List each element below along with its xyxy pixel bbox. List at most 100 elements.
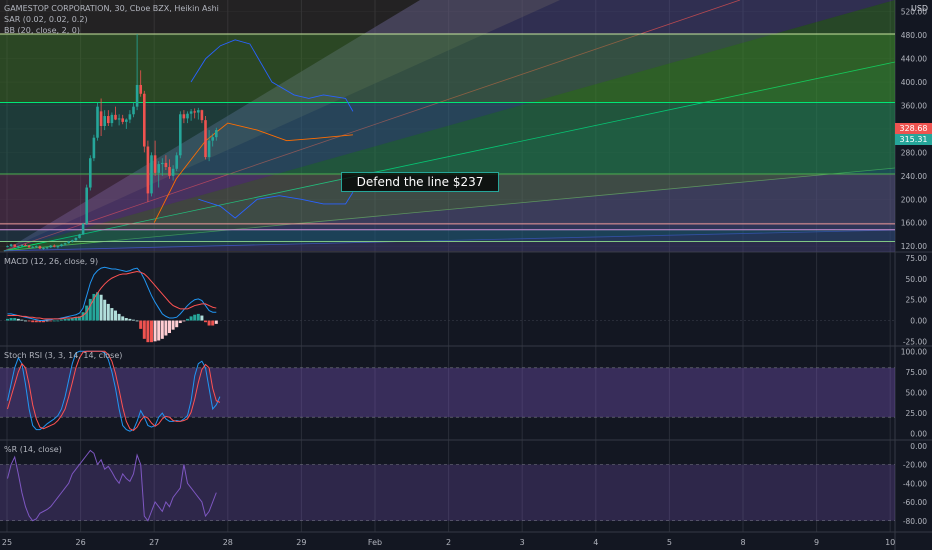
- candle-body: [132, 106, 135, 115]
- time-tick-label: 5: [667, 538, 672, 547]
- candle-body: [56, 246, 60, 248]
- price-tick-label: 400.00: [901, 78, 927, 87]
- time-tick-label: 8: [740, 538, 745, 547]
- macd-histogram-bar: [52, 320, 56, 322]
- sar-legend: SAR (0.02, 0.02, 0.2): [4, 15, 88, 24]
- fan-zone: [3, 0, 895, 251]
- macd-histogram-bar: [6, 318, 9, 321]
- macd-histogram-bar: [103, 299, 107, 321]
- macd-histogram-bar: [117, 313, 121, 321]
- macd-histogram-bar: [92, 293, 96, 321]
- macd-histogram-bar: [20, 319, 24, 321]
- macd-histogram-bar: [193, 314, 197, 321]
- last-price-tag-red: 328.68: [895, 123, 932, 134]
- macd-histogram-bar: [214, 320, 218, 324]
- candle-body: [197, 110, 200, 113]
- macd-histogram-bar: [171, 320, 175, 330]
- candle-body: [186, 113, 189, 119]
- price-pane[interactable]: [0, 0, 895, 252]
- time-tick-label: 3: [520, 538, 525, 547]
- macd-histogram-bar: [49, 320, 53, 322]
- macd-histogram-bar: [124, 318, 128, 321]
- indicator-tick-label: 0.00: [910, 317, 927, 326]
- candle-body: [204, 120, 207, 158]
- candle-body: [150, 155, 153, 194]
- indicator-tick-label: 75.00: [906, 254, 928, 263]
- indicator-tick-label: 50.00: [906, 275, 928, 284]
- macd-histogram-bar: [88, 298, 92, 321]
- candle-body: [60, 244, 63, 247]
- time-tick-label: 25: [2, 538, 12, 547]
- candle-body: [175, 155, 178, 169]
- candle-body: [31, 246, 34, 248]
- stoch-rsi-legend: Stoch RSI (3, 3, 14, 14, close): [4, 351, 123, 360]
- time-tick-label: 2: [446, 538, 451, 547]
- macd-histogram-bar: [168, 320, 171, 334]
- candle-body: [182, 114, 186, 119]
- macd-histogram-bar: [74, 317, 78, 321]
- indicator-tick-label: 50.00: [906, 389, 928, 398]
- fan-line: [3, 0, 741, 252]
- macd-histogram-bar: [81, 312, 85, 321]
- macd-histogram-bar: [38, 320, 42, 323]
- indicator-tick-label: -40.00: [903, 479, 927, 488]
- candle-body: [189, 111, 193, 114]
- willr-band: [0, 464, 895, 521]
- stoch-d-line: [7, 350, 221, 431]
- indicator-panes[interactable]: [0, 266, 895, 522]
- time-tick-label: 9: [814, 538, 819, 547]
- candle-body: [89, 158, 92, 188]
- macd-histogram-bar: [135, 320, 139, 322]
- fan-line: [3, 229, 895, 252]
- candle-body: [125, 119, 128, 122]
- macd-histogram-bar: [175, 320, 179, 328]
- candle-body: [99, 111, 103, 126]
- candle-body: [168, 167, 171, 176]
- candle-body: [96, 106, 99, 138]
- candle-body: [135, 84, 139, 107]
- candle-body: [139, 84, 142, 94]
- bb-basis-line: [153, 122, 353, 223]
- candle-body: [81, 223, 85, 235]
- candle-body: [92, 137, 96, 159]
- macd-histogram-bar: [60, 319, 63, 321]
- macd-histogram-bar: [96, 292, 99, 321]
- candle-body: [114, 114, 117, 120]
- candle-body: [9, 244, 13, 247]
- candle-body: [49, 245, 52, 248]
- time-tick-label: Feb: [368, 538, 382, 547]
- candle-body: [63, 243, 67, 245]
- candle-body: [53, 245, 56, 247]
- candle-body: [67, 241, 70, 244]
- macd-histogram-bar: [139, 320, 143, 329]
- level-band: [0, 223, 895, 230]
- defend-line-annotation[interactable]: Defend the line $237: [341, 172, 499, 192]
- indicator-tick-label: 75.00: [906, 368, 928, 377]
- macd-histogram-bar: [42, 320, 45, 323]
- time-tick-label: 10: [885, 538, 895, 547]
- macd-histogram-bar: [189, 316, 193, 321]
- candle-body: [35, 246, 38, 248]
- macd-histogram-bar: [78, 316, 81, 321]
- macd-histogram-bar: [27, 320, 31, 322]
- signal-line: [7, 270, 217, 320]
- candle-body: [207, 140, 211, 158]
- bb-lower-line: [198, 191, 354, 219]
- price-tick-label: 280.00: [901, 148, 927, 157]
- candle-body: [157, 164, 160, 173]
- price-tick-label: 120.00: [901, 242, 927, 251]
- macd-histogram-bar: [45, 320, 49, 322]
- indicator-tick-label: -25.00: [903, 337, 927, 346]
- candle-body: [24, 244, 27, 246]
- time-tick-label: 28: [223, 538, 233, 547]
- time-tick-label: 26: [76, 538, 86, 547]
- macd-histogram-bar: [178, 320, 182, 324]
- macd-histogram-bar: [31, 320, 35, 323]
- macd-histogram-bar: [63, 318, 67, 321]
- willr-line: [7, 449, 217, 522]
- macd-histogram-bar: [182, 320, 186, 322]
- candle-body: [200, 110, 204, 121]
- candle-body: [171, 168, 175, 176]
- price-tick-label: 200.00: [901, 195, 927, 204]
